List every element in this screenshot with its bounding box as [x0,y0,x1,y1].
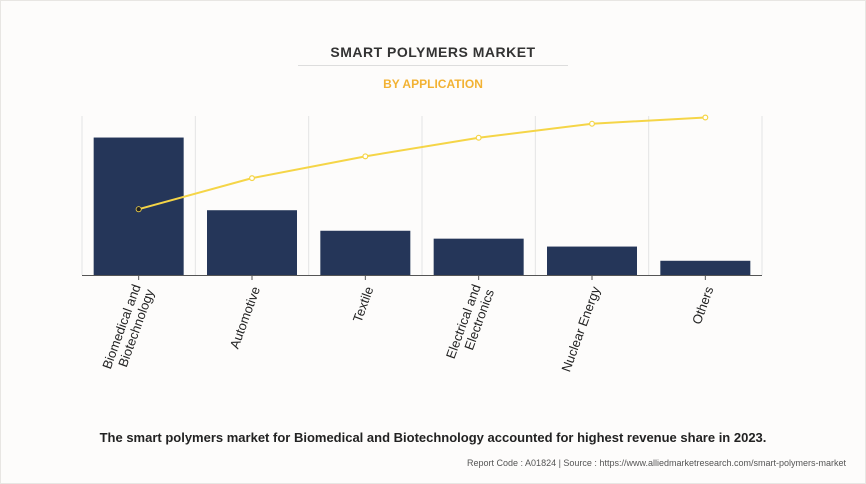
line-point-first [136,207,141,212]
chart-subtitle: BY APPLICATION [383,77,483,91]
line-point [702,114,709,121]
x-tick-label: Biomedical andBiotechnology [99,282,157,376]
bar [660,260,751,275]
line-point [588,120,595,127]
line-point [475,134,482,141]
cumulative-line [138,116,706,211]
line-point [249,175,256,182]
chart-footnote: The smart polymers market for Biomedical… [99,430,767,445]
bar [547,246,637,275]
x-tick-label: Electrical andElectronics [443,282,497,366]
line-point [362,153,369,160]
x-tick-label: Textile [350,284,377,324]
bar-line-chart: Biomedical andBiotechnology Automotive Tex… [81,114,763,376]
bar [433,238,524,275]
title-divider [298,65,568,66]
x-tick-label: Nuclear Energy [558,284,603,374]
bar [320,230,411,275]
x-tick-label: Others [689,284,717,326]
x-tick-label: Automotive [227,284,263,350]
bar [207,210,297,275]
source-credit: Report Code : A01824 | Source : https://… [467,458,846,468]
chart-title: SMART POLYMERS MARKET [330,44,536,60]
